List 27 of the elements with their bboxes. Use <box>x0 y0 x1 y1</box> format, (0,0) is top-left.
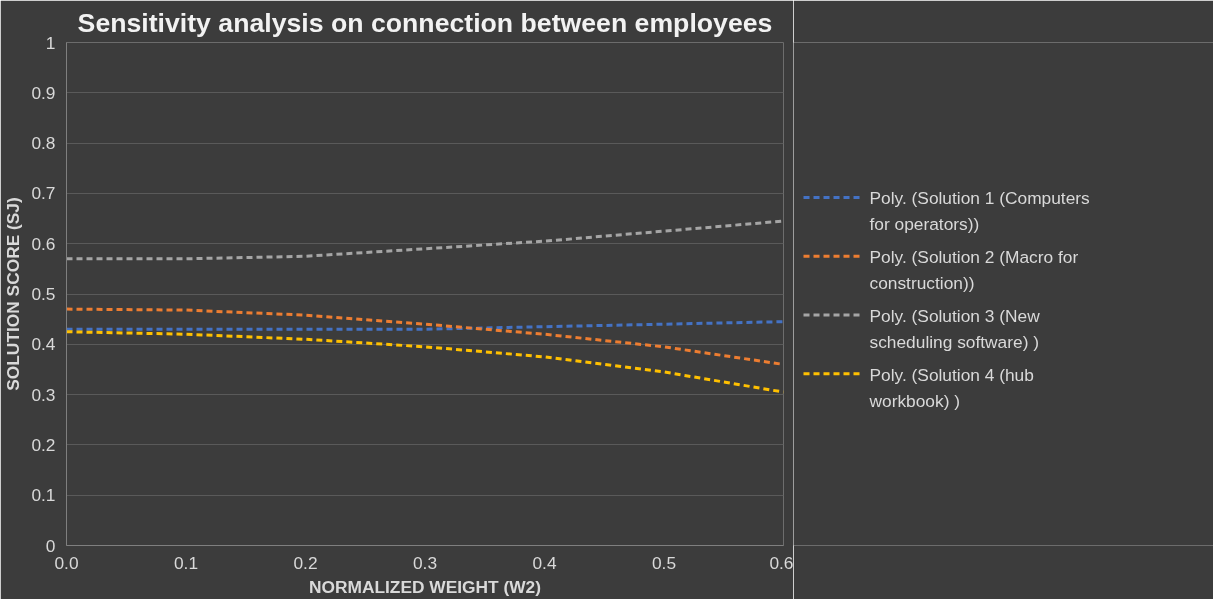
x-tick-label: 0.5 <box>651 552 677 573</box>
y-tick-label: 0.8 <box>31 133 56 154</box>
y-tick-label: 0.7 <box>31 183 56 204</box>
chart-title: Sensitivity analysis on connection between employees <box>77 7 773 38</box>
x-tick-label: 0.2 <box>293 552 318 573</box>
y-tick-label: 0 <box>45 535 56 556</box>
line-series <box>66 219 784 261</box>
legend-label: Poly. (Solution 3 (New scheduling software) ) <box>869 305 1041 352</box>
y-tick-label: 0.3 <box>31 384 56 405</box>
x-tick-label: 0.6 <box>769 552 794 573</box>
x-tick-label: 0.4 <box>532 552 557 573</box>
x-tick-label: 0.0 <box>54 552 79 573</box>
y-tick-label: 0.6 <box>31 233 56 254</box>
y-tick-label: 0.4 <box>31 334 56 355</box>
y-tick-label: 1 <box>45 32 56 53</box>
x-axis-title: NORMALIZED WEIGHT (W2) <box>309 576 541 597</box>
x-tick-label: 0.1 <box>173 552 199 573</box>
y-tick-label: 0.5 <box>31 284 56 304</box>
legend-label: Poly. (Solution 4 (hub workbook) ) <box>868 364 1034 411</box>
legend-label: Poly. (Solution 2 (Macro for construction)) <box>869 246 1079 293</box>
y-tick-label: 0.2 <box>31 434 56 455</box>
line-series <box>66 320 784 331</box>
legend-label: Poly. (Solution 1 (Computers for operators)) <box>869 188 1091 235</box>
x-tick-label: 0.3 <box>412 552 438 573</box>
y-axis-title: SOLUTION SCORE (SJ) <box>3 197 24 391</box>
y-tick-label: 0.1 <box>31 485 56 506</box>
y-tick-label: 0.9 <box>31 82 56 103</box>
